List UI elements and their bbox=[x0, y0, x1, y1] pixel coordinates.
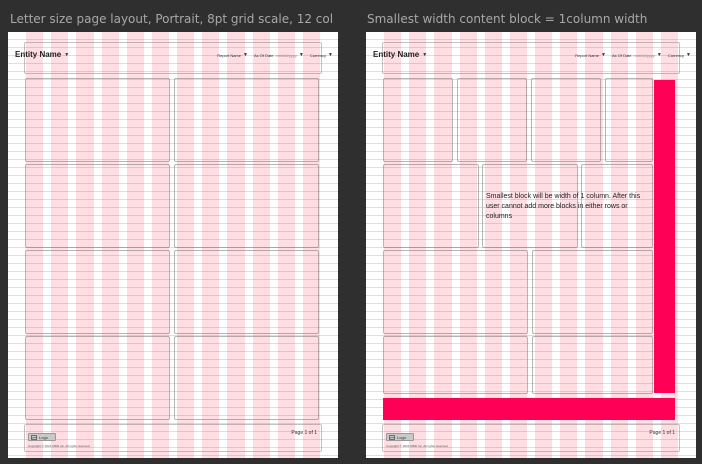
logo-label: Logo bbox=[397, 434, 406, 440]
vertical-limit-highlight bbox=[654, 80, 675, 393]
content-block[interactable] bbox=[174, 250, 319, 334]
frame-title-right: Smallest width content block = 1column w… bbox=[367, 12, 648, 26]
copyright-text: Copyright © 2024 MDD Inc. All rights res… bbox=[28, 444, 91, 448]
page-number: Page 1 of 1 bbox=[649, 430, 675, 436]
report-name-label: Report Name bbox=[575, 52, 599, 58]
image-placeholder-icon bbox=[389, 434, 395, 440]
baseline-grid bbox=[8, 32, 338, 458]
content-block[interactable] bbox=[581, 164, 653, 248]
content-block[interactable] bbox=[174, 78, 319, 162]
report-name-dropdown[interactable]: Report Name ▼ bbox=[217, 52, 248, 58]
chevron-down-icon: ▼ bbox=[243, 52, 248, 58]
chevron-down-icon: ▼ bbox=[298, 52, 304, 58]
chevron-down-icon: ▼ bbox=[64, 51, 70, 58]
header-controls: Report Name ▼ As Of Date mm/dd/yyyy ▼ Cu… bbox=[217, 52, 333, 58]
content-block[interactable] bbox=[25, 250, 170, 334]
frame-title-left: Letter size page layout, Portrait, 8pt g… bbox=[10, 12, 334, 26]
content-block[interactable] bbox=[482, 164, 578, 248]
currency-dropdown[interactable]: Currency ▼ bbox=[310, 52, 333, 58]
report-name-label: Report Name bbox=[217, 52, 241, 58]
as-of-date-field[interactable]: As Of Date mm/dd/yyyy ▼ bbox=[612, 52, 662, 58]
logo-placeholder: Logo bbox=[386, 433, 414, 441]
content-block[interactable] bbox=[532, 250, 653, 334]
as-of-date-label: As Of Date bbox=[253, 52, 274, 58]
annotation-note: Smallest block will be width of 1 column… bbox=[486, 193, 641, 220]
content-block[interactable] bbox=[174, 336, 319, 420]
content-block[interactable] bbox=[457, 78, 527, 162]
page-layout-left: Entity Name ▼ Report Name ▼ As Of Date m… bbox=[8, 32, 338, 458]
logo-label: Logo bbox=[39, 434, 48, 440]
content-block[interactable] bbox=[383, 336, 528, 394]
currency-label: Currency bbox=[667, 52, 685, 58]
as-of-date-placeholder: mm/dd/yyyy bbox=[275, 52, 297, 58]
currency-label: Currency bbox=[309, 52, 327, 58]
copyright-text: Copyright © 2024 MDD Inc. All rights res… bbox=[386, 444, 449, 448]
report-header bbox=[382, 42, 680, 74]
content-block[interactable] bbox=[383, 250, 528, 334]
report-header bbox=[24, 42, 322, 74]
content-block[interactable] bbox=[605, 78, 653, 162]
entity-name-label: Entity Name bbox=[15, 50, 62, 59]
content-block[interactable] bbox=[531, 78, 601, 162]
chevron-down-icon: ▼ bbox=[328, 52, 333, 58]
horizontal-limit-highlight bbox=[383, 398, 675, 420]
content-block[interactable] bbox=[383, 164, 479, 248]
as-of-date-placeholder: mm/dd/yyyy bbox=[633, 52, 655, 58]
entity-name-dropdown[interactable]: Entity Name ▼ bbox=[373, 50, 427, 59]
chevron-down-icon: ▼ bbox=[601, 52, 606, 58]
logo-placeholder: Logo bbox=[28, 433, 56, 441]
content-block[interactable] bbox=[174, 164, 319, 248]
report-footer: Page 1 of 1 Logo Copyright © 2024 MDD In… bbox=[24, 424, 322, 452]
chevron-down-icon: ▼ bbox=[686, 52, 691, 58]
content-block[interactable] bbox=[25, 164, 170, 248]
page-number: Page 1 of 1 bbox=[291, 430, 317, 436]
content-block[interactable] bbox=[25, 78, 170, 162]
chevron-down-icon: ▼ bbox=[656, 52, 662, 58]
as-of-date-label: As Of Date bbox=[611, 52, 632, 58]
content-block[interactable] bbox=[383, 78, 453, 162]
header-controls: Report Name ▼ As Of Date mm/dd/yyyy ▼ Cu… bbox=[575, 52, 691, 58]
image-placeholder-icon bbox=[31, 434, 37, 440]
content-block[interactable] bbox=[25, 336, 170, 420]
entity-name-label: Entity Name bbox=[373, 50, 420, 59]
entity-name-dropdown[interactable]: Entity Name ▼ bbox=[15, 50, 69, 59]
report-footer: Page 1 of 1 Logo Copyright © 2024 MDD In… bbox=[382, 424, 680, 452]
report-name-dropdown[interactable]: Report Name ▼ bbox=[575, 52, 606, 58]
as-of-date-field[interactable]: As Of Date mm/dd/yyyy ▼ bbox=[254, 52, 304, 58]
currency-dropdown[interactable]: Currency ▼ bbox=[668, 52, 691, 58]
content-block[interactable] bbox=[532, 336, 653, 394]
chevron-down-icon: ▼ bbox=[422, 51, 428, 58]
page-layout-right: Entity Name ▼ Report Name ▼ As Of Date m… bbox=[366, 32, 696, 458]
